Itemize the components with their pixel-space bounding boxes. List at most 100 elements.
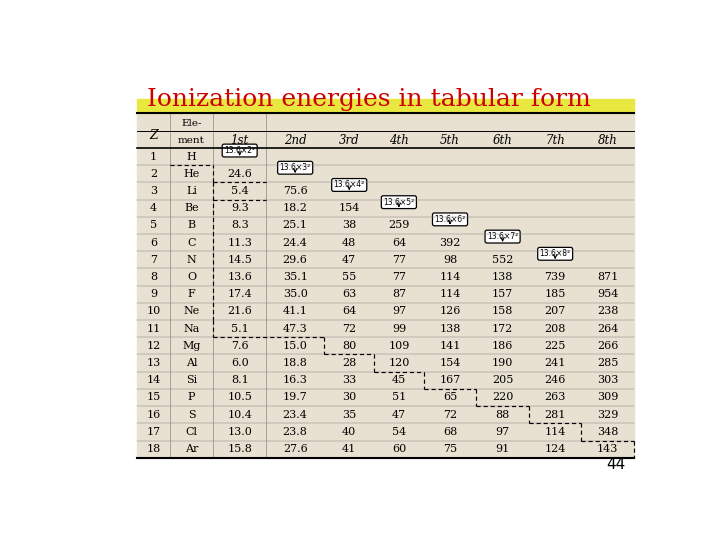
Text: 10.5: 10.5 (228, 393, 252, 402)
Text: Cl: Cl (186, 427, 197, 437)
Text: 13.6×7²: 13.6×7² (487, 232, 518, 241)
Text: 1: 1 (150, 152, 157, 161)
Text: 5: 5 (150, 220, 157, 231)
Text: 157: 157 (492, 289, 513, 299)
Text: 138: 138 (492, 272, 513, 282)
Text: Ar: Ar (185, 444, 198, 454)
Text: 17: 17 (146, 427, 161, 437)
Text: Si: Si (186, 375, 197, 385)
Text: 186: 186 (492, 341, 513, 351)
Text: F: F (188, 289, 195, 299)
Text: 19.7: 19.7 (283, 393, 307, 402)
Text: ment: ment (178, 136, 205, 145)
Text: 158: 158 (492, 307, 513, 316)
Text: 88: 88 (495, 410, 510, 420)
Text: 45: 45 (392, 375, 406, 385)
Text: 15: 15 (146, 393, 161, 402)
Text: 954: 954 (597, 289, 618, 299)
Text: 41.1: 41.1 (283, 307, 307, 316)
Text: 27.6: 27.6 (283, 444, 307, 454)
Text: 17.4: 17.4 (228, 289, 252, 299)
Text: 87: 87 (392, 289, 406, 299)
Text: 241: 241 (544, 358, 566, 368)
Text: 13.6: 13.6 (228, 272, 252, 282)
Text: 392: 392 (439, 238, 461, 248)
Text: 18.8: 18.8 (283, 358, 307, 368)
Text: 6.0: 6.0 (231, 358, 248, 368)
Text: 75.6: 75.6 (283, 186, 307, 196)
Text: 64: 64 (342, 307, 356, 316)
Text: 16.3: 16.3 (283, 375, 307, 385)
Text: 13.6×6²: 13.6×6² (434, 215, 466, 224)
Text: 4th: 4th (389, 134, 409, 147)
Text: 138: 138 (439, 323, 461, 334)
Text: 13.6×5²: 13.6×5² (383, 198, 415, 207)
Text: 225: 225 (544, 341, 566, 351)
Text: 72: 72 (443, 410, 457, 420)
Text: 126: 126 (439, 307, 461, 316)
Text: 739: 739 (544, 272, 566, 282)
Text: 47.3: 47.3 (283, 323, 307, 334)
Text: 303: 303 (597, 375, 618, 385)
Text: 263: 263 (544, 393, 566, 402)
Text: 48: 48 (342, 238, 356, 248)
Text: 281: 281 (544, 410, 566, 420)
Text: 2: 2 (150, 169, 157, 179)
Text: 72: 72 (342, 323, 356, 334)
Text: 15.0: 15.0 (283, 341, 307, 351)
Text: 205: 205 (492, 375, 513, 385)
Text: 23.4: 23.4 (283, 410, 307, 420)
Text: 120: 120 (388, 358, 410, 368)
Bar (138, 99, 634, 113)
Text: 80: 80 (342, 341, 356, 351)
Text: 13.6×8²: 13.6×8² (539, 249, 571, 258)
Text: O: O (187, 272, 196, 282)
Text: 10: 10 (146, 307, 161, 316)
Text: 5.1: 5.1 (231, 323, 248, 334)
Text: 23.8: 23.8 (283, 427, 307, 437)
Text: 97: 97 (392, 307, 406, 316)
Text: 33: 33 (342, 375, 356, 385)
Text: 24.6: 24.6 (228, 169, 252, 179)
Text: 154: 154 (439, 358, 461, 368)
Text: Al: Al (186, 358, 197, 368)
Text: 77: 77 (392, 272, 406, 282)
Text: 25.1: 25.1 (283, 220, 307, 231)
Text: 13.6×4²: 13.6×4² (333, 180, 365, 190)
Text: 44: 44 (606, 457, 626, 472)
Text: 11: 11 (146, 323, 161, 334)
Text: 30: 30 (342, 393, 356, 402)
Text: 309: 309 (597, 393, 618, 402)
Text: Mg: Mg (182, 341, 201, 351)
Text: 7.6: 7.6 (231, 341, 248, 351)
Text: 99: 99 (392, 323, 406, 334)
Text: 63: 63 (342, 289, 356, 299)
Text: 167: 167 (439, 375, 461, 385)
Text: 64: 64 (392, 238, 406, 248)
Text: 47: 47 (392, 410, 406, 420)
Text: 5.4: 5.4 (231, 186, 248, 196)
Text: He: He (184, 169, 199, 179)
Text: 329: 329 (597, 410, 618, 420)
Text: 220: 220 (492, 393, 513, 402)
Text: 13.6×3²: 13.6×3² (279, 163, 311, 172)
Text: 172: 172 (492, 323, 513, 334)
Text: 97: 97 (495, 427, 510, 437)
Text: Ne: Ne (184, 307, 199, 316)
Text: Li: Li (186, 186, 197, 196)
Text: 24.4: 24.4 (283, 238, 307, 248)
Text: 266: 266 (597, 341, 618, 351)
Text: N: N (186, 255, 197, 265)
Text: 15.8: 15.8 (228, 444, 252, 454)
Text: 1st: 1st (230, 134, 249, 147)
Text: 114: 114 (439, 289, 461, 299)
Text: 348: 348 (597, 427, 618, 437)
Text: 871: 871 (597, 272, 618, 282)
Text: 29.6: 29.6 (283, 255, 307, 265)
Text: 8.1: 8.1 (231, 375, 248, 385)
Text: 259: 259 (388, 220, 410, 231)
Text: 38: 38 (342, 220, 356, 231)
Text: 55: 55 (342, 272, 356, 282)
Text: 114: 114 (439, 272, 461, 282)
Text: 185: 185 (544, 289, 566, 299)
